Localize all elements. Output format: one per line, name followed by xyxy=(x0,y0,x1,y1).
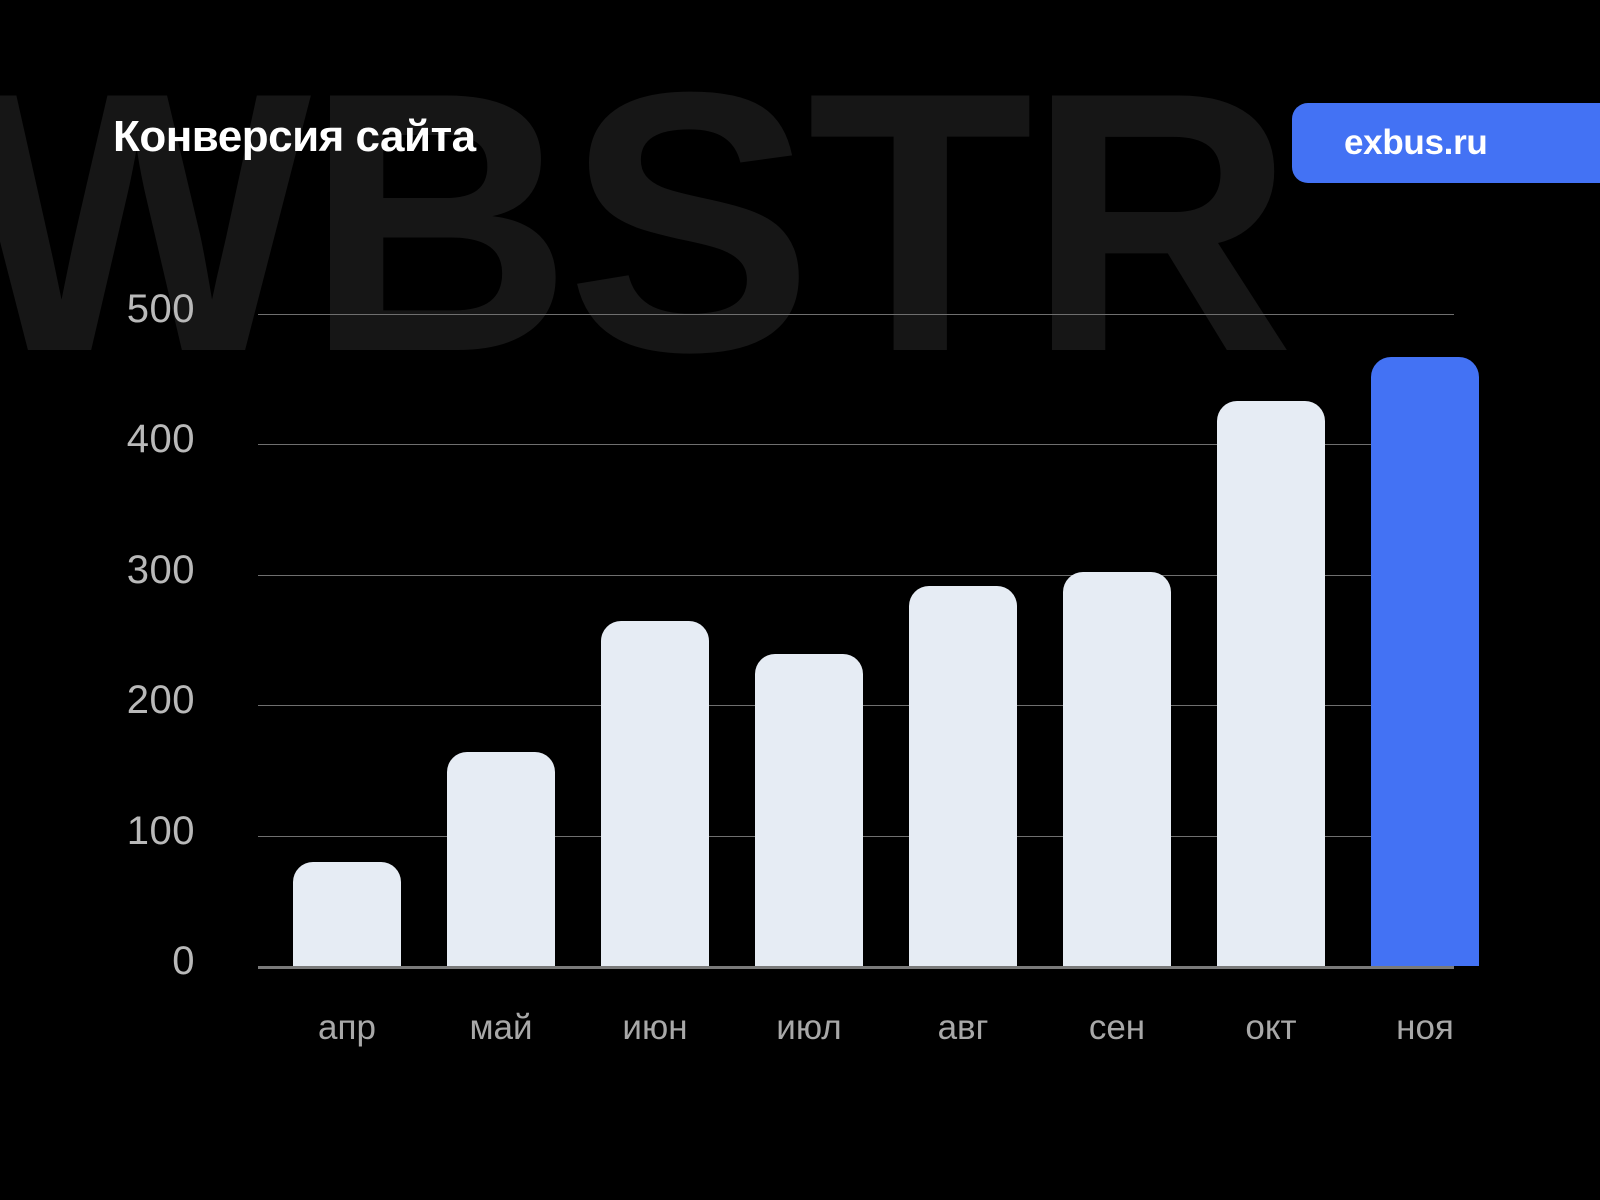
page-title: Конверсия сайта xyxy=(113,112,476,161)
y-axis-tick-label: 400 xyxy=(126,417,195,461)
x-axis-tick-label: окт xyxy=(1245,1008,1297,1047)
brand-badge[interactable]: exbus.ru xyxy=(1292,103,1600,183)
y-axis-tick-label: 200 xyxy=(126,678,195,722)
gridline xyxy=(258,574,1454,576)
x-axis-tick-label: ноя xyxy=(1396,1008,1454,1047)
y-axis-tick-label: 300 xyxy=(126,547,195,592)
bar-сен[interactable] xyxy=(1063,571,1171,966)
bar-авг[interactable] xyxy=(909,586,1017,966)
bar-июн[interactable] xyxy=(601,621,709,966)
y-axis-tick-label: 100 xyxy=(126,808,195,853)
x-axis-tick-label: июл xyxy=(776,1008,842,1047)
x-axis-line xyxy=(258,966,1454,969)
x-axis-tick-label: май xyxy=(469,1008,533,1047)
gridline xyxy=(258,313,1454,315)
x-axis-tick-label: июн xyxy=(622,1008,688,1047)
y-axis-tick-label: 0 xyxy=(172,939,195,983)
y-axis-tick-label: 500 xyxy=(126,286,195,331)
x-axis-tick-label: апр xyxy=(318,1008,376,1047)
bar-ноя[interactable] xyxy=(1371,356,1479,966)
bar-окт[interactable] xyxy=(1217,400,1325,966)
gridline xyxy=(258,444,1454,445)
bar-май[interactable] xyxy=(447,751,555,966)
brand-badge-label: exbus.ru xyxy=(1344,123,1488,162)
bar-апр[interactable] xyxy=(293,861,401,966)
watermark-text: WBSTR xyxy=(0,16,1294,429)
bar-июл[interactable] xyxy=(755,654,863,966)
x-axis-tick-label: авг xyxy=(937,1008,989,1047)
x-axis-tick-label: сен xyxy=(1088,1008,1146,1047)
